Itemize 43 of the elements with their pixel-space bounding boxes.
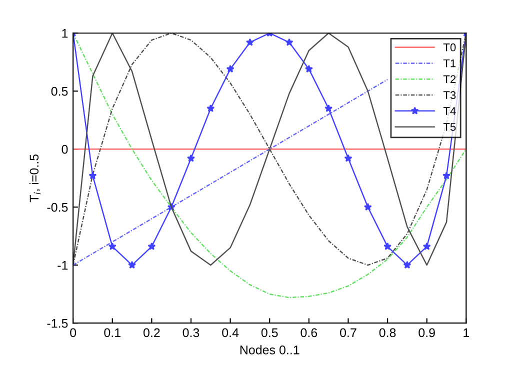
y-tick-label: 0.5 [51,86,68,96]
point [403,260,412,269]
x-tick-label: 0.8 [379,328,396,338]
y-tick-label: 1 [62,29,68,38]
legend-label: T0 [443,43,456,52]
x-tick-label: 0.2 [143,328,160,338]
point [285,38,294,46]
x-tick-label: 0.3 [182,328,200,338]
point [422,242,431,250]
point [304,64,313,73]
y-axis-title: T$_{i}$, i=0..5 [29,154,41,202]
point [324,104,333,112]
x-axis-title: Nodes 0..1 [240,345,300,354]
x-tick-label: 0.5 [261,328,278,338]
point [148,242,156,250]
line-series [73,78,388,266]
point [442,172,450,180]
point [108,242,116,250]
x-tick-label: 0.1 [104,328,120,338]
legend-label: T4 [443,107,456,115]
x-tick-label: 1 [464,328,470,338]
point [187,154,195,162]
point [88,172,97,180]
y-tick-label: -0.5 [47,202,68,212]
point [128,260,136,269]
y-tick-label: -1 [58,261,68,270]
y-tick-label: -1.5 [47,319,68,328]
x-tick-label: 0.4 [222,328,239,338]
legend-label: T5 [443,123,456,131]
y-tick-label: 0 [62,144,68,154]
point [246,38,254,46]
x-tick-label: 0.9 [418,328,435,338]
point [344,154,352,162]
x-tick-label: 0.6 [300,328,318,338]
x-tick-label: 0.7 [340,328,356,338]
legend-label: T2 [443,75,456,83]
point [384,242,392,250]
point [364,202,372,211]
legend-label: T1 [443,59,456,68]
x-tick-label: 0 [70,328,76,338]
legend-label: T3 [443,91,456,100]
point [206,104,215,112]
point [226,64,234,73]
